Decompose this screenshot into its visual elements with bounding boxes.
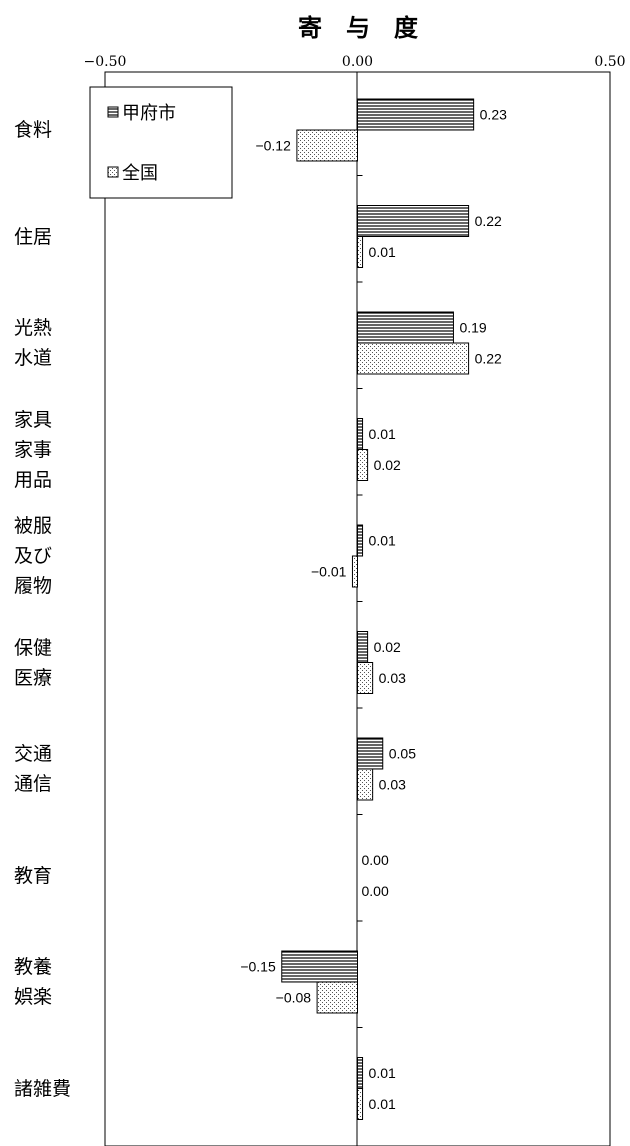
x-tick-label: −0.50 [84,54,127,70]
bar-national [296,129,358,162]
chart-title: 寄 与 度 [298,13,419,42]
bar-national [357,768,374,801]
legend-swatch-kofu [107,106,119,118]
x-tick-label: 0.00 [342,54,373,70]
bar-kofu [357,418,364,450]
category-label: 保健 医療 [14,636,53,689]
category-label: 住居 [14,225,53,248]
bar-kofu [357,205,470,237]
bar-kofu [281,950,358,983]
bar-national [357,449,369,481]
data-label-national: 0.03 [379,670,406,686]
data-label-kofu: 0.01 [369,426,396,442]
data-label-national: 0.01 [369,1096,396,1112]
data-label-national: 0.22 [475,351,502,367]
bar-kofu [357,524,364,557]
x-tick-label: 0.50 [594,54,625,70]
data-label-kofu: 0.02 [374,639,401,655]
category-label: 諸雑費 [14,1077,72,1100]
data-label-kofu: 0.01 [369,1065,396,1081]
data-label-national: 0.03 [379,777,406,793]
data-label-national: −0.01 [311,564,347,580]
bar-national [357,662,374,694]
bar-national [357,236,364,268]
category-label: 被服 及び 履物 [14,515,53,597]
data-label-kofu: 0.23 [480,107,507,123]
data-label-national: −0.08 [276,990,312,1006]
bar-kofu [357,98,475,131]
bar-kofu [357,1057,364,1089]
data-label-kofu: −0.15 [240,959,276,975]
data-label-kofu: 0.19 [459,320,486,336]
bar-kofu [357,311,454,344]
category-label: 交通 通信 [14,743,53,795]
category-label: 食料 [14,119,53,141]
data-label-national: −0.12 [255,138,291,154]
bar-national [357,342,470,375]
data-label-national: 0.00 [362,883,389,899]
category-label: 教養 娯楽 [14,956,53,1008]
category-label: 光熱 水道 [14,317,53,369]
data-label-kofu: 0.05 [389,746,416,762]
data-label-national: 0.01 [369,244,396,260]
bar-national [357,1088,364,1120]
legend-swatch-national [107,166,119,178]
legend-label-kofu: 甲府市 [122,103,176,124]
data-label-kofu: 0.01 [369,533,396,549]
data-label-national: 0.02 [374,457,401,473]
data-label-kofu: 0.00 [362,852,389,868]
category-label: 家具 家事 用品 [14,408,53,491]
bar-national [316,981,359,1014]
bar-national [351,555,359,588]
data-label-kofu: 0.22 [475,213,502,229]
legend-box [89,86,233,199]
legend-label-national: 全国 [122,163,158,184]
category-label: 教育 [14,864,53,887]
bar-kofu [357,631,369,663]
bar-kofu [357,737,384,770]
legend: 甲府市 全国 [89,86,233,199]
